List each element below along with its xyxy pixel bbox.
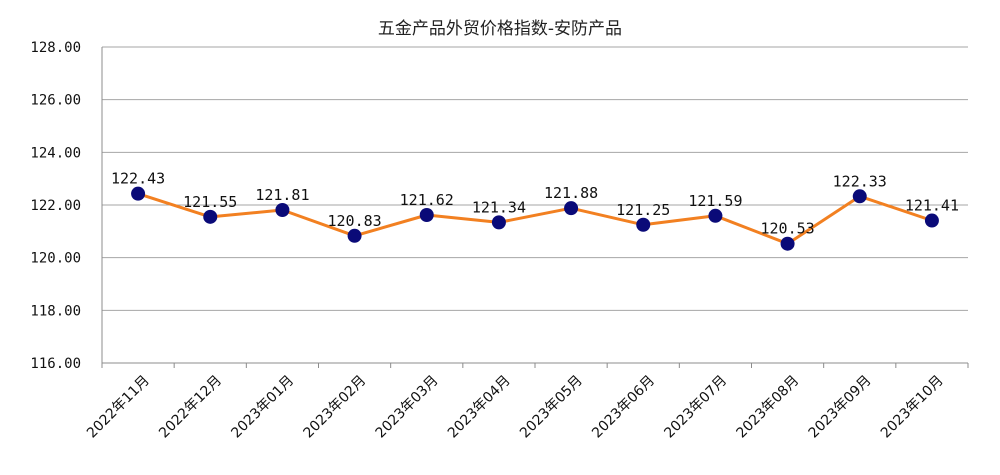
data-point	[708, 208, 723, 223]
data-point	[275, 203, 290, 218]
data-point	[347, 228, 362, 243]
y-tick-label: 124.00	[30, 145, 81, 161]
x-tick-label: 2023年06月	[589, 373, 658, 442]
data-label: 121.25	[616, 201, 670, 219]
data-label: 121.62	[400, 191, 454, 209]
data-label: 120.53	[760, 220, 814, 238]
x-tick-label: 2023年02月	[301, 373, 370, 442]
x-tick-label: 2023年09月	[806, 373, 875, 442]
x-tick-label: 2022年12月	[156, 373, 225, 442]
data-point	[924, 213, 939, 228]
y-tick-label: 120.00	[30, 251, 81, 267]
data-label: 120.83	[327, 212, 381, 230]
x-tick-label: 2023年07月	[661, 373, 730, 442]
x-tick-label: 2023年04月	[445, 373, 514, 442]
y-tick-label: 116.00	[30, 356, 81, 372]
x-tick-label: 2023年03月	[373, 373, 442, 442]
data-label: 121.34	[472, 198, 526, 216]
data-point	[491, 215, 506, 230]
data-point	[564, 201, 579, 216]
data-label: 122.33	[833, 172, 887, 190]
data-point	[852, 189, 867, 204]
data-point	[636, 217, 651, 232]
y-tick-label: 126.00	[30, 93, 81, 109]
series-line	[137, 192, 933, 246]
x-tick-label: 2023年01月	[228, 373, 297, 442]
data-label: 122.43	[111, 170, 165, 188]
data-point	[203, 209, 218, 224]
x-tick-label: 2022年11月	[84, 373, 153, 442]
x-tick-label: 2023年10月	[878, 373, 947, 442]
x-tick-label: 2023年05月	[517, 373, 586, 442]
y-tick-label: 128.00	[30, 40, 81, 56]
x-tick-label: 2023年08月	[734, 373, 803, 442]
data-label: 121.88	[544, 184, 598, 202]
data-point	[131, 186, 146, 201]
y-tick-label: 122.00	[30, 198, 81, 214]
chart-title: 五金产品外贸价格指数-安防产品	[377, 19, 623, 39]
data-label: 121.81	[255, 186, 309, 204]
y-tick-label: 118.00	[30, 303, 81, 319]
data-point	[780, 236, 795, 251]
data-label: 121.59	[688, 192, 742, 210]
data-label: 121.41	[905, 197, 959, 215]
data-point	[419, 208, 434, 223]
data-label: 121.55	[183, 193, 237, 211]
